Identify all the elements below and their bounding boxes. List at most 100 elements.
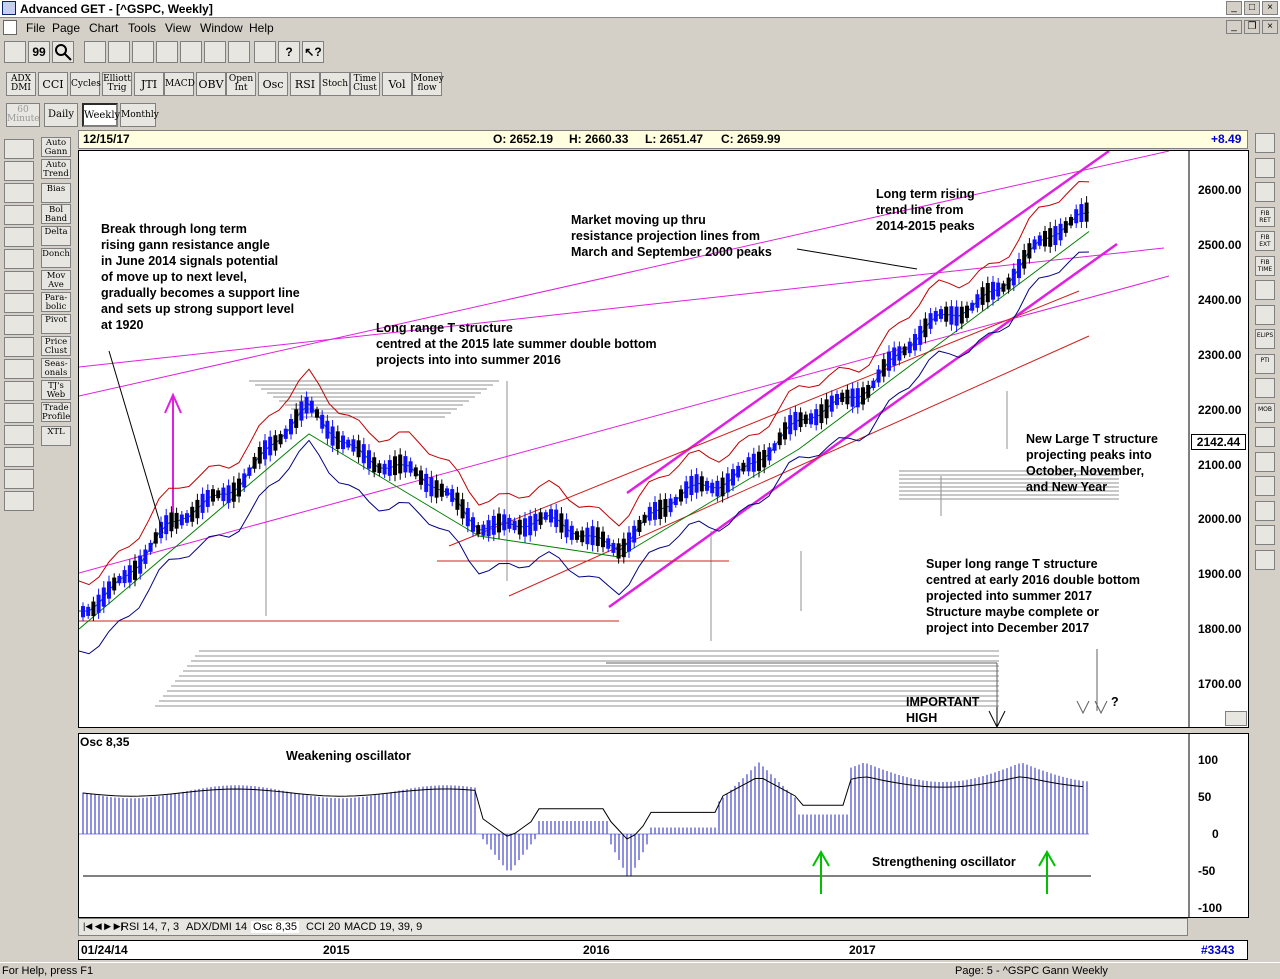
print-icon[interactable]: [254, 41, 276, 63]
save-icon[interactable]: [108, 41, 130, 63]
price-chart[interactable]: [79, 151, 1248, 727]
compress-icon[interactable]: [4, 337, 34, 357]
arrow-left-icon[interactable]: [4, 293, 34, 313]
cancel-icon[interactable]: [204, 41, 226, 63]
menu-view[interactable]: View: [165, 21, 191, 35]
right-tool-15-icon[interactable]: [1255, 500, 1275, 521]
arrow-up-icon[interactable]: [4, 249, 34, 269]
arrow-right-icon[interactable]: [4, 315, 34, 335]
oscillator-chart[interactable]: [79, 734, 1248, 917]
cycles-button[interactable]: Cycles: [70, 72, 101, 96]
doc-icon[interactable]: [3, 20, 17, 35]
money-flow-button[interactable]: Money flow: [412, 72, 444, 96]
chart-window2-icon[interactable]: [156, 41, 178, 63]
right-tool-11-icon[interactable]: MOB: [1255, 402, 1275, 423]
right-tool-2-icon[interactable]: [1255, 182, 1275, 202]
tab-osc[interactable]: Osc 8,35: [251, 921, 300, 933]
open-int-button[interactable]: Open Int: [226, 72, 256, 96]
monthly-button[interactable]: Monthly: [120, 103, 159, 127]
tab-scroll-first[interactable]: |◀ ◀ ▶ ▶|: [83, 921, 123, 931]
elliott-trig-button[interactable]: Elliott Trig: [102, 72, 132, 96]
help-icon[interactable]: ?: [278, 41, 300, 63]
right-tool-14-icon[interactable]: [1255, 476, 1275, 496]
context-help-icon[interactable]: ↖?: [302, 41, 324, 63]
menu-chart[interactable]: Chart: [89, 21, 119, 35]
pointer-icon[interactable]: [4, 41, 26, 63]
tab-rsi[interactable]: RSI 14, 7, 3: [121, 921, 180, 933]
properties-icon[interactable]: [4, 491, 34, 511]
reset-icon[interactable]: [4, 183, 34, 203]
tool-tradeprofile-button[interactable]: Trade Profile: [41, 402, 71, 422]
tool-tjsweb-button[interactable]: TJ's Web: [41, 380, 71, 400]
menu-help[interactable]: Help: [249, 21, 274, 35]
study-icon[interactable]: [4, 205, 34, 225]
tool-autogann-button[interactable]: Auto Gann: [41, 137, 71, 157]
weekly-button[interactable]: Weekly: [82, 103, 120, 127]
tool-donch-button[interactable]: Donch: [41, 248, 71, 268]
macd-button[interactable]: MACD: [164, 72, 195, 96]
tool-delta-button[interactable]: Delta: [41, 226, 71, 246]
right-tool-16-icon[interactable]: [1255, 525, 1275, 545]
right-tool-10-icon[interactable]: [1255, 378, 1275, 398]
right-tool-1-icon[interactable]: [1255, 157, 1275, 178]
adx-dmi-button[interactable]: ADX DMI: [6, 72, 36, 96]
right-tool-6-icon[interactable]: [1255, 280, 1275, 300]
crosshair-icon[interactable]: [4, 469, 34, 489]
right-tool-9-icon[interactable]: PTI: [1255, 353, 1275, 374]
osc-button[interactable]: Osc: [258, 72, 288, 96]
jti-button[interactable]: JTI: [134, 72, 164, 96]
tab-cci[interactable]: CCI 20: [306, 921, 341, 933]
tool-priceclust-button[interactable]: Price Clust: [41, 336, 71, 356]
chart-window-icon[interactable]: [132, 41, 154, 63]
tool-xtl-button[interactable]: XTL: [41, 426, 71, 446]
child-close-button[interactable]: ×: [1262, 20, 1278, 34]
right-tool-4-icon[interactable]: FIB EXT: [1255, 231, 1275, 251]
right-tool-3-icon[interactable]: FIB RET: [1255, 206, 1275, 227]
expand-icon[interactable]: [4, 359, 34, 379]
tool-movave-button[interactable]: Mov Ave: [41, 270, 71, 290]
quote-icon[interactable]: 99: [28, 41, 50, 63]
tool-seasonals-button[interactable]: Seas- onals: [41, 358, 71, 378]
child-minimize-button[interactable]: _: [1226, 20, 1242, 34]
time-clust-button[interactable]: Time Clust: [350, 72, 380, 96]
minimize-button[interactable]: _: [1226, 1, 1242, 15]
menu-tools[interactable]: Tools: [128, 21, 157, 35]
close-button[interactable]: ×: [1262, 1, 1278, 15]
tool-bias-button[interactable]: Bias: [41, 183, 71, 203]
stoch-button[interactable]: Stoch: [320, 72, 350, 96]
right-tool-0-icon[interactable]: [1255, 133, 1275, 153]
open-icon[interactable]: [4, 139, 34, 159]
right-tool-12-icon[interactable]: [1255, 427, 1275, 447]
grid-icon[interactable]: [4, 381, 34, 401]
tool-pivot-button[interactable]: Pivot: [41, 314, 71, 334]
menu-window[interactable]: Window: [200, 21, 243, 35]
fib-icon[interactable]: [4, 447, 34, 467]
right-tool-13-icon[interactable]: [1255, 451, 1275, 472]
daily-button[interactable]: Daily: [44, 103, 78, 127]
right-tool-17-icon[interactable]: [1255, 549, 1275, 570]
menu-page[interactable]: Page: [52, 21, 81, 35]
settings-icon[interactable]: [228, 41, 250, 63]
vol-button[interactable]: Vol: [382, 72, 412, 96]
price-chart-panel[interactable]: [78, 150, 1249, 728]
tool-parabolic-button[interactable]: Para- bolic: [41, 292, 71, 312]
chart-window3-icon[interactable]: [180, 41, 202, 63]
obv-button[interactable]: OBV: [196, 72, 226, 96]
menu-file[interactable]: File: [26, 21, 46, 35]
elliott-icon[interactable]: [4, 227, 34, 247]
right-tool-5-icon[interactable]: FIB TIME: [1255, 255, 1275, 276]
new-chart-icon[interactable]: [84, 41, 106, 63]
oscillator-panel[interactable]: [78, 733, 1249, 918]
maximize-button[interactable]: □: [1244, 1, 1260, 15]
right-tool-8-icon[interactable]: ELIPS: [1255, 329, 1275, 349]
60-minute-button[interactable]: 60 Minute: [6, 103, 40, 127]
rsi-button[interactable]: RSI: [290, 72, 320, 96]
lines-icon[interactable]: [4, 403, 34, 423]
cci-button[interactable]: CCI: [38, 72, 68, 96]
tool-bolband-button[interactable]: Bol Band: [41, 204, 71, 224]
multi-chart-icon[interactable]: [4, 161, 34, 181]
scale-icon[interactable]: [1225, 711, 1247, 726]
gann-icon[interactable]: [4, 425, 34, 445]
search-icon[interactable]: [52, 41, 74, 63]
child-restore-button[interactable]: ❐: [1244, 20, 1260, 34]
